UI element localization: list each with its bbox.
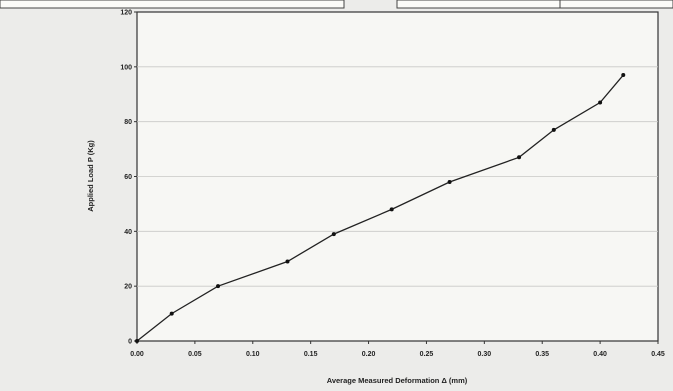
y-tick-label: 60 — [124, 174, 132, 181]
data-point — [447, 179, 452, 184]
x-tick-label: 0.00 — [130, 351, 144, 358]
y-tick-label: 120 — [120, 10, 132, 17]
data-point — [216, 284, 221, 289]
y-tick-label: 80 — [124, 119, 132, 126]
x-tick-label: 0.20 — [362, 351, 376, 358]
data-point — [389, 207, 394, 212]
x-tick-label: 0.35 — [535, 351, 549, 358]
data-point — [135, 339, 139, 343]
data-point — [331, 232, 336, 237]
x-axis-label: Average Measured Deformation Δ (mm) — [327, 376, 468, 385]
data-point — [598, 100, 603, 105]
x-tick-label: 0.10 — [246, 351, 260, 358]
data-point — [169, 311, 174, 316]
x-axis-ticks: 0.00 0.05 0.10 0.15 0.20 0.25 0.30 0.35 0.40 0.45 — [130, 341, 665, 358]
y-tick-label: 100 — [120, 64, 132, 71]
x-tick-label: 0.25 — [420, 351, 434, 358]
data-point — [517, 155, 522, 160]
y-tick-label: 20 — [124, 284, 132, 291]
x-tick-label: 0.15 — [304, 351, 318, 358]
x-tick-label: 0.05 — [188, 351, 202, 358]
x-tick-label: 0.45 — [651, 351, 665, 358]
gridlines — [137, 66, 658, 287]
y-tick-label: 40 — [124, 229, 132, 236]
top-left-cropped-box — [0, 0, 345, 9]
y-axis-label: Applied Load P (Kg) — [86, 140, 95, 212]
data-point — [621, 73, 626, 78]
y-tick-label: 0 — [128, 339, 132, 346]
data-point — [551, 127, 556, 132]
x-tick-label: 0.30 — [478, 351, 492, 358]
data-point — [285, 259, 290, 264]
y-axis-ticks: 0 20 40 60 80 100 120 — [120, 10, 137, 346]
x-tick-label: 0.40 — [593, 351, 607, 358]
top-right-cropped-box — [396, 0, 673, 9]
series-group — [135, 73, 626, 343]
